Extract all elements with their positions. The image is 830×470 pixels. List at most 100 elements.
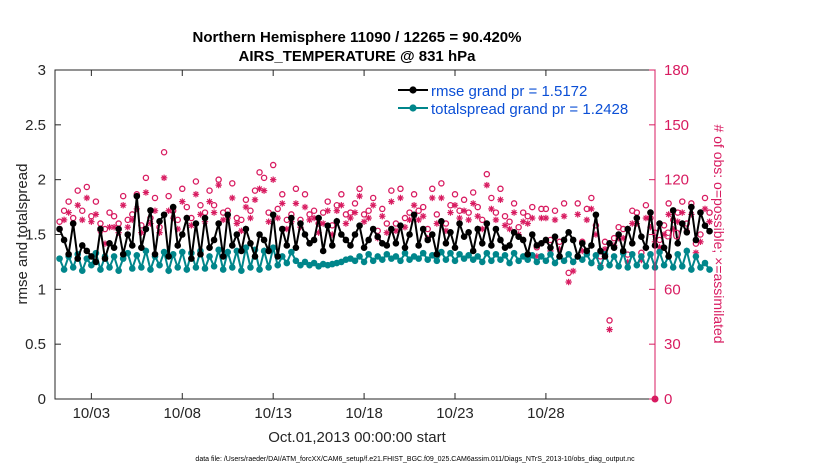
totalspread-point: [615, 263, 622, 270]
legend-rmse-label: rmse grand pr = 1.5172: [431, 83, 587, 100]
rmse-point: [174, 242, 182, 249]
possible-obs-point: [238, 216, 245, 224]
y2-tick-label: 0: [664, 391, 672, 408]
assimilated-obs-point: [565, 278, 572, 286]
possible-obs-point: [197, 202, 204, 209]
rmse-point: [574, 253, 582, 260]
assimilated-obs-stroke: [574, 211, 581, 218]
rmse-point: [356, 222, 363, 230]
assimilated-obs-point: [165, 207, 172, 214]
rmse-point: [133, 192, 141, 200]
possible-obs-point: [106, 209, 113, 216]
totalspread-point: [156, 261, 163, 269]
totalspread-point: [401, 249, 409, 257]
y2-tick-label: 150: [664, 117, 689, 134]
rmse-point: [138, 244, 145, 251]
totalspread-point: [538, 253, 545, 260]
totalspread-point: [247, 264, 254, 271]
possible-obs-point: [679, 198, 686, 205]
assimilated-obs-stroke: [452, 202, 458, 208]
chart-subtitle: AIRS_TEMPERATURE @ 831 hPa: [239, 48, 477, 65]
y-tick-label: 0.5: [25, 336, 46, 353]
y2-axis-label: # of obs: o=possible; ×=assimilated: [711, 124, 727, 343]
rmse-point: [224, 211, 232, 219]
footnote: data file: /Users/raeder/DAI/ATM_forcXX/…: [195, 456, 635, 463]
totalspread-point: [138, 264, 145, 271]
assimilated-obs-stroke: [206, 198, 213, 205]
totalspread-point: [478, 258, 486, 266]
rmse-point: [615, 231, 622, 238]
assimilated-obs-stroke: [347, 215, 354, 221]
assimilated-obs-stroke: [388, 198, 395, 205]
possible-obs-point: [279, 191, 286, 198]
totalspread-point: [697, 264, 704, 271]
possible-obs-point: [415, 207, 422, 214]
possible-obs-point: [65, 198, 72, 205]
assimilated-obs-point: [192, 191, 200, 198]
totalspread-point: [142, 247, 150, 255]
assimilated-obs-stroke: [197, 211, 204, 218]
assimilated-obs-point: [106, 223, 113, 231]
x-tick-label: 10/28: [527, 405, 565, 422]
possible-obs-point: [356, 185, 363, 193]
totalspread-point: [515, 257, 522, 265]
possible-obs-point: [397, 185, 404, 193]
rmse-point: [165, 253, 172, 260]
rmse-point: [142, 225, 150, 233]
assimilated-obs-stroke: [352, 209, 358, 216]
totalspread-point: [397, 257, 404, 265]
totalspread-point: [233, 247, 241, 255]
rmse-point: [233, 231, 241, 238]
rmse-point: [338, 231, 345, 238]
assimilated-obs-stroke: [406, 217, 413, 223]
totalspread-point: [678, 263, 686, 270]
rmse-point: [424, 236, 432, 244]
assimilated-obs-stroke: [293, 200, 299, 207]
assimilated-obs-point: [347, 214, 354, 222]
assimilated-obs-point: [279, 200, 286, 207]
totalspread-point: [215, 246, 222, 254]
rmse-point: [256, 231, 263, 238]
assimilated-obs-point: [701, 205, 709, 213]
assimilated-obs-point: [483, 181, 491, 189]
possible-obs-point: [310, 207, 318, 214]
assimilated-obs-stroke: [193, 191, 199, 198]
rmse-point: [669, 207, 677, 214]
totalspread-point: [183, 266, 191, 273]
totalspread-point: [110, 253, 118, 260]
totalspread-point: [683, 247, 691, 255]
totalspread-point: [488, 257, 495, 265]
assimilated-obs-stroke: [538, 215, 545, 221]
rmse-point: [328, 242, 336, 249]
assimilated-obs-point: [510, 209, 518, 216]
assimilated-obs-point: [406, 216, 413, 224]
possible-obs-point: [269, 161, 277, 169]
rmse-point: [442, 239, 450, 247]
assimilated-obs-point: [551, 216, 559, 224]
totalspread-point: [128, 265, 136, 272]
totalspread-point: [260, 247, 268, 255]
possible-obs-point: [538, 205, 545, 213]
possible-obs-point: [438, 180, 445, 187]
assimilated-obs-stroke: [415, 217, 422, 223]
rmse-point: [569, 236, 577, 244]
assimilated-obs-stroke: [88, 218, 95, 225]
rmse-point: [188, 255, 195, 262]
x-tick-label: 10/08: [163, 405, 201, 422]
assimilated-obs-point: [360, 218, 368, 225]
totalspread-point: [147, 266, 154, 273]
assimilated-obs-point: [324, 207, 331, 214]
rmse-point: [578, 239, 586, 247]
rmse-point: [274, 253, 282, 260]
assimilated-obs-stroke: [584, 217, 590, 223]
rmse-point: [665, 253, 672, 260]
assimilated-obs-point: [415, 216, 422, 224]
rmse-point: [247, 239, 254, 247]
totalspread-point: [288, 248, 295, 256]
assimilated-obs-stroke: [356, 193, 363, 199]
totalspread-point: [106, 264, 113, 271]
assimilated-obs-point: [206, 198, 213, 205]
totalspread-point: [392, 253, 400, 260]
rmse-point: [642, 244, 650, 251]
